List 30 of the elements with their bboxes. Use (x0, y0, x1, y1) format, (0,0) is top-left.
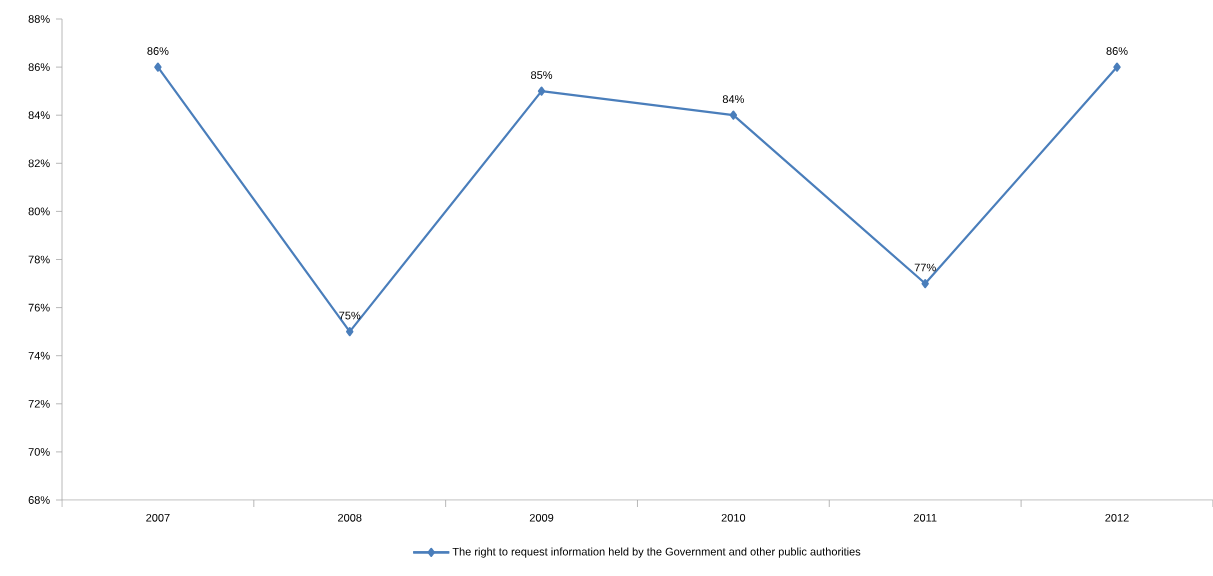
data-label: 84% (722, 95, 744, 103)
point (346, 327, 354, 337)
y-tick-label: 82% (28, 159, 50, 168)
data-label: 85% (531, 71, 553, 79)
point (537, 86, 546, 96)
x-tick-label: 2011 (913, 513, 937, 522)
data-label: 75% (339, 311, 361, 320)
x-tick-label: 2009 (529, 513, 554, 522)
data-label: 86% (1106, 47, 1128, 55)
legend-label: The right to request information held by the Government and other public authorities (452, 547, 861, 558)
y-tick-label: 78% (28, 255, 50, 264)
point (729, 110, 738, 120)
y-tick-label: 84% (28, 111, 50, 120)
y-tick-label: 76% (28, 303, 50, 312)
x-tick-label: 2007 (146, 513, 170, 522)
y-tick-label: 86% (28, 63, 50, 71)
x-tick-label: 2012 (1105, 513, 1129, 522)
point (1113, 62, 1121, 72)
x-tick-label: 2010 (721, 513, 746, 522)
point (921, 278, 929, 289)
y-tick-label: 74% (28, 351, 50, 360)
data-label: 77% (914, 263, 936, 272)
data-label: 86% (147, 47, 169, 55)
y-tick-label: 68% (28, 496, 50, 504)
point (154, 62, 162, 72)
x-tick-label: 2008 (338, 513, 362, 522)
y-tick-label: 70% (28, 448, 50, 456)
y-tick-label: 88% (28, 15, 50, 23)
y-tick-label: 72% (28, 399, 50, 408)
y-tick-label: 80% (28, 207, 50, 216)
